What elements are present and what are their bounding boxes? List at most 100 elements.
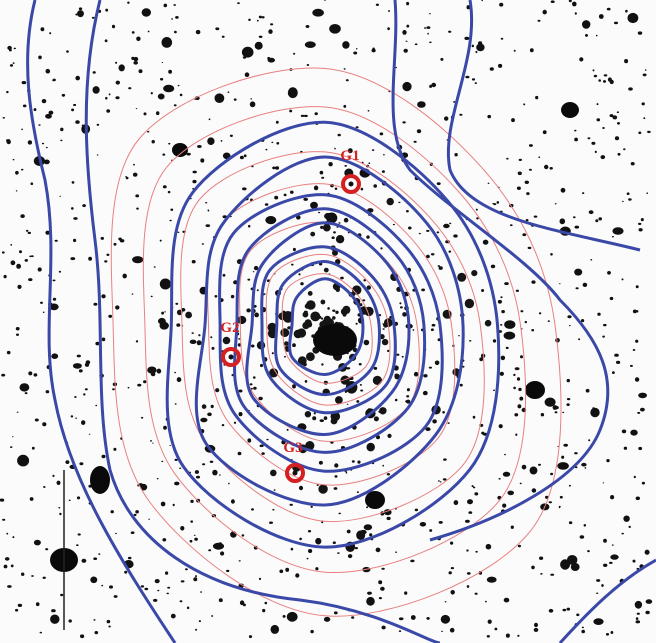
galaxy [38, 56, 42, 60]
galaxy [71, 109, 74, 112]
galaxy [161, 461, 163, 462]
galaxy [346, 79, 349, 81]
galaxy [38, 124, 40, 126]
galaxy [16, 264, 21, 269]
galaxy [550, 574, 554, 576]
galaxy [220, 551, 224, 555]
galaxy [466, 549, 468, 551]
galaxy [79, 7, 82, 10]
galaxy [150, 440, 152, 442]
galaxy [160, 78, 163, 81]
galaxy [124, 571, 127, 574]
galaxy [239, 560, 241, 561]
galaxy [171, 18, 173, 19]
galaxy [295, 573, 299, 577]
galaxy [328, 162, 332, 166]
galaxy [588, 439, 590, 441]
galaxy [647, 131, 651, 133]
galaxy [611, 631, 614, 634]
galaxy [144, 588, 148, 590]
galaxy [34, 540, 41, 546]
galaxy [467, 499, 473, 504]
galaxy [1, 374, 5, 377]
galaxy [573, 216, 576, 218]
galaxy [606, 459, 609, 462]
galaxy [101, 237, 104, 240]
galaxy [530, 48, 534, 52]
galaxy [380, 247, 382, 249]
galaxy [163, 185, 167, 188]
galaxy [539, 312, 541, 314]
galaxy [332, 316, 336, 320]
galaxy [132, 256, 143, 263]
galaxy [69, 619, 72, 622]
galaxy [75, 418, 77, 419]
galaxy [128, 387, 130, 389]
galaxy [449, 571, 452, 574]
galaxy [195, 575, 197, 577]
galaxy [518, 388, 521, 391]
galaxy [383, 154, 385, 155]
galaxy [169, 87, 173, 90]
galaxy [28, 278, 32, 281]
galaxy [443, 458, 447, 460]
galaxy [115, 305, 119, 309]
galaxy [208, 210, 210, 212]
galaxy [515, 367, 520, 370]
galaxy [288, 87, 298, 98]
galaxy [448, 31, 451, 33]
galaxy [28, 232, 31, 234]
galaxy [476, 217, 479, 219]
galaxy [382, 339, 388, 345]
galaxy [299, 538, 302, 541]
galaxy [331, 25, 334, 28]
galaxy [257, 289, 259, 291]
galaxy [4, 275, 7, 278]
galaxy [493, 390, 495, 391]
galaxy [53, 280, 56, 282]
galaxy [200, 418, 207, 423]
galaxy [500, 324, 502, 326]
galaxy [77, 496, 80, 499]
galaxy [639, 228, 643, 231]
galaxy [114, 595, 118, 598]
galaxy [622, 278, 624, 280]
galaxy [265, 149, 267, 151]
galaxy [555, 203, 557, 204]
galaxy [488, 620, 492, 624]
galaxy [360, 384, 362, 386]
galaxy [415, 43, 418, 45]
galaxy [367, 592, 372, 595]
galaxy [473, 416, 476, 419]
galaxy [614, 354, 619, 357]
galaxy [32, 447, 35, 450]
galaxy [420, 522, 426, 527]
galaxy [185, 312, 192, 319]
galaxy [582, 192, 584, 194]
galaxy [42, 99, 47, 103]
galaxy [246, 308, 251, 312]
galaxy [249, 635, 252, 638]
galaxy [308, 291, 313, 296]
galaxy [7, 585, 12, 588]
galaxy [560, 496, 563, 499]
galaxy [335, 311, 338, 314]
galaxy [287, 612, 298, 622]
galaxy [226, 570, 229, 572]
galaxy [457, 273, 466, 282]
galaxy [628, 87, 633, 90]
galaxy [614, 22, 618, 25]
galaxy [305, 411, 311, 417]
galaxy [612, 544, 614, 545]
galaxy [259, 36, 263, 38]
galaxy [174, 31, 177, 34]
galaxy [196, 30, 201, 34]
galaxy [26, 230, 28, 232]
galaxy [315, 567, 318, 570]
galaxy [575, 226, 577, 228]
galaxy [606, 633, 609, 636]
galaxy [528, 247, 532, 249]
galaxy [557, 462, 569, 470]
galaxy [291, 264, 294, 266]
galaxy [165, 571, 168, 574]
